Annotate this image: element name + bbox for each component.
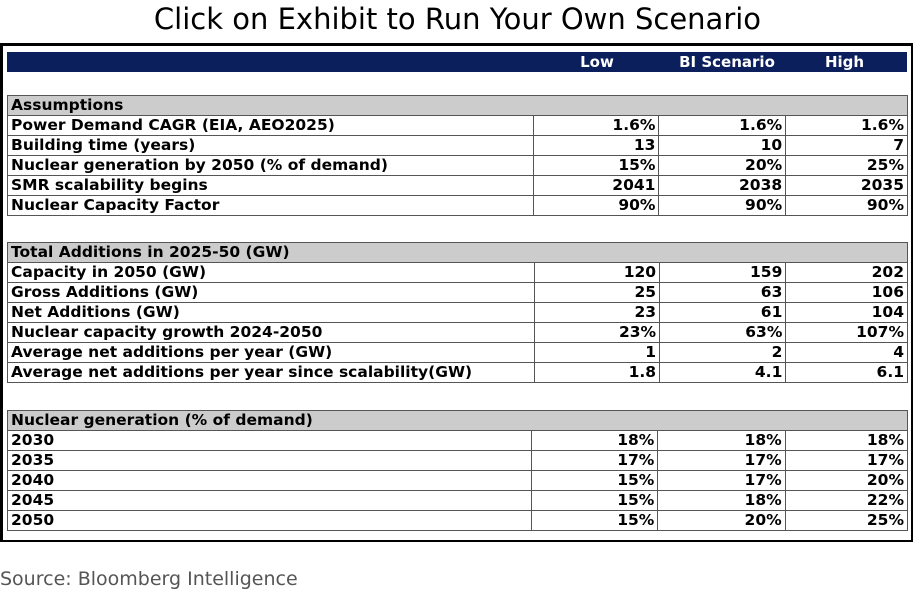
row-label: Building time (years) <box>7 135 534 156</box>
column-high: High <box>824 53 865 71</box>
cell-value: 20% <box>658 155 787 176</box>
cell-value: 15% <box>532 155 660 176</box>
table-row: 2030 18% 18% 18% <box>6 430 909 451</box>
cell-value: 10 <box>658 135 787 156</box>
section-header-row: Nuclear generation (% of demand) <box>7 410 908 431</box>
cell-value: 23 <box>533 302 661 323</box>
table-row: Net Additions (GW) 23 61 104 <box>7 302 908 323</box>
cell-value: 17% <box>531 450 659 471</box>
table-row: 2045 15% 18% 22% <box>6 490 909 511</box>
column-low: Low <box>580 53 614 71</box>
table-row: Building time (years) 13 10 7 <box>7 135 908 156</box>
table-row: Nuclear capacity growth 2024-2050 23% 63% 1… <box>7 322 908 343</box>
section-nuclear-generation: Nuclear generation (% of demand) 2030 18% 1… <box>6 410 909 531</box>
cell-value: 18% <box>531 430 659 451</box>
cell-value: 202 <box>785 262 908 283</box>
section-header: Nuclear generation (% of demand) <box>7 410 908 431</box>
cell-value: 4.1 <box>659 362 787 383</box>
row-label: Nuclear generation by 2050 (% of demand) <box>7 155 534 176</box>
table-row: Gross Additions (GW) 25 63 106 <box>7 282 908 303</box>
table-row: Capacity in 2050 (GW) 120 159 202 <box>7 262 908 283</box>
cell-value: 104 <box>785 302 908 323</box>
section-total-additions: Total Additions in 2025-50 (GW) Capacity … <box>7 242 908 383</box>
cell-value: 63% <box>659 322 787 343</box>
row-label: Capacity in 2050 (GW) <box>7 262 535 283</box>
table-row: SMR scalability begins 2041 2038 2035 <box>7 175 908 196</box>
cell-value: 15% <box>531 490 659 511</box>
cell-value: 13 <box>532 135 660 156</box>
cell-value: 2041 <box>532 175 660 196</box>
row-label: 2035 <box>6 450 533 471</box>
cell-value: 90% <box>658 195 787 216</box>
row-label: 2040 <box>6 470 533 491</box>
cell-value: 17% <box>657 470 786 491</box>
cell-value: 18% <box>657 430 786 451</box>
table-row: 2035 17% 17% 17% <box>6 450 909 471</box>
cell-value: 23% <box>533 322 661 343</box>
cell-value: 159 <box>659 262 787 283</box>
cell-value: 17% <box>784 450 909 471</box>
row-label: SMR scalability begins <box>7 175 534 196</box>
cell-value: 25 <box>533 282 661 303</box>
section-header-row: Total Additions in 2025-50 (GW) <box>7 242 908 263</box>
cell-value: 7 <box>785 135 908 156</box>
cell-value: 1.6% <box>532 115 660 136</box>
cell-value: 25% <box>784 510 909 531</box>
cell-value: 6.1 <box>785 362 908 383</box>
table-row: 2050 15% 20% 25% <box>6 510 909 531</box>
section-header: Assumptions <box>7 95 908 116</box>
row-label: Net Additions (GW) <box>7 302 535 323</box>
cell-value: 18% <box>657 490 786 511</box>
column-header-bar: Low BI Scenario High <box>7 52 907 72</box>
row-label: Gross Additions (GW) <box>7 282 535 303</box>
cell-value: 25% <box>785 155 908 176</box>
cell-value: 90% <box>532 195 660 216</box>
table-row: Nuclear Capacity Factor 90% 90% 90% <box>7 195 908 216</box>
scenario-table[interactable]: Low BI Scenario High Assumptions Power De… <box>0 43 913 542</box>
cell-value: 2035 <box>785 175 908 196</box>
section-header-row: Assumptions <box>7 95 908 116</box>
cell-value: 1.6% <box>785 115 908 136</box>
cell-value: 63 <box>659 282 787 303</box>
cell-value: 20% <box>784 470 909 491</box>
cell-value: 22% <box>784 490 909 511</box>
table-row: Power Demand CAGR (EIA, AEO2025) 1.6% 1.6%… <box>7 115 908 136</box>
section-header: Total Additions in 2025-50 (GW) <box>7 242 908 263</box>
table-row: Average net additions per year since sca… <box>7 362 908 383</box>
row-label: 2030 <box>6 430 533 451</box>
cell-value: 106 <box>785 282 908 303</box>
table-row: Average net additions per year (GW) 1 2 4 <box>7 342 908 363</box>
row-label: Nuclear capacity growth 2024-2050 <box>7 322 535 343</box>
table-row: Nuclear generation by 2050 (% of demand)… <box>7 155 908 176</box>
column-bi-scenario: BI Scenario <box>679 53 775 71</box>
cell-value: 1.8 <box>533 362 661 383</box>
cell-value: 4 <box>785 342 908 363</box>
cell-value: 120 <box>533 262 661 283</box>
cell-value: 107% <box>785 322 908 343</box>
row-label: Power Demand CAGR (EIA, AEO2025) <box>7 115 534 136</box>
cell-value: 15% <box>531 470 659 491</box>
row-label: 2050 <box>6 510 533 531</box>
cell-value: 61 <box>659 302 787 323</box>
section-assumptions: Assumptions Power Demand CAGR (EIA, AEO20… <box>7 95 908 216</box>
cell-value: 1 <box>533 342 661 363</box>
cell-value: 20% <box>657 510 786 531</box>
cell-value: 2 <box>659 342 787 363</box>
cell-value: 18% <box>784 430 909 451</box>
table-row: 2040 15% 17% 20% <box>6 470 909 491</box>
cell-value: 90% <box>785 195 908 216</box>
cell-value: 15% <box>531 510 659 531</box>
row-label: Average net additions per year since sca… <box>7 362 535 383</box>
row-label: Average net additions per year (GW) <box>7 342 535 363</box>
cell-value: 2038 <box>658 175 787 196</box>
source-note: Source: Bloomberg Intelligence <box>0 568 298 590</box>
row-label: Nuclear Capacity Factor <box>7 195 534 216</box>
cell-value: 1.6% <box>658 115 787 136</box>
row-label: 2045 <box>6 490 533 511</box>
exhibit-title[interactable]: Click on Exhibit to Run Your Own Scenari… <box>153 2 762 36</box>
cell-value: 17% <box>657 450 786 471</box>
